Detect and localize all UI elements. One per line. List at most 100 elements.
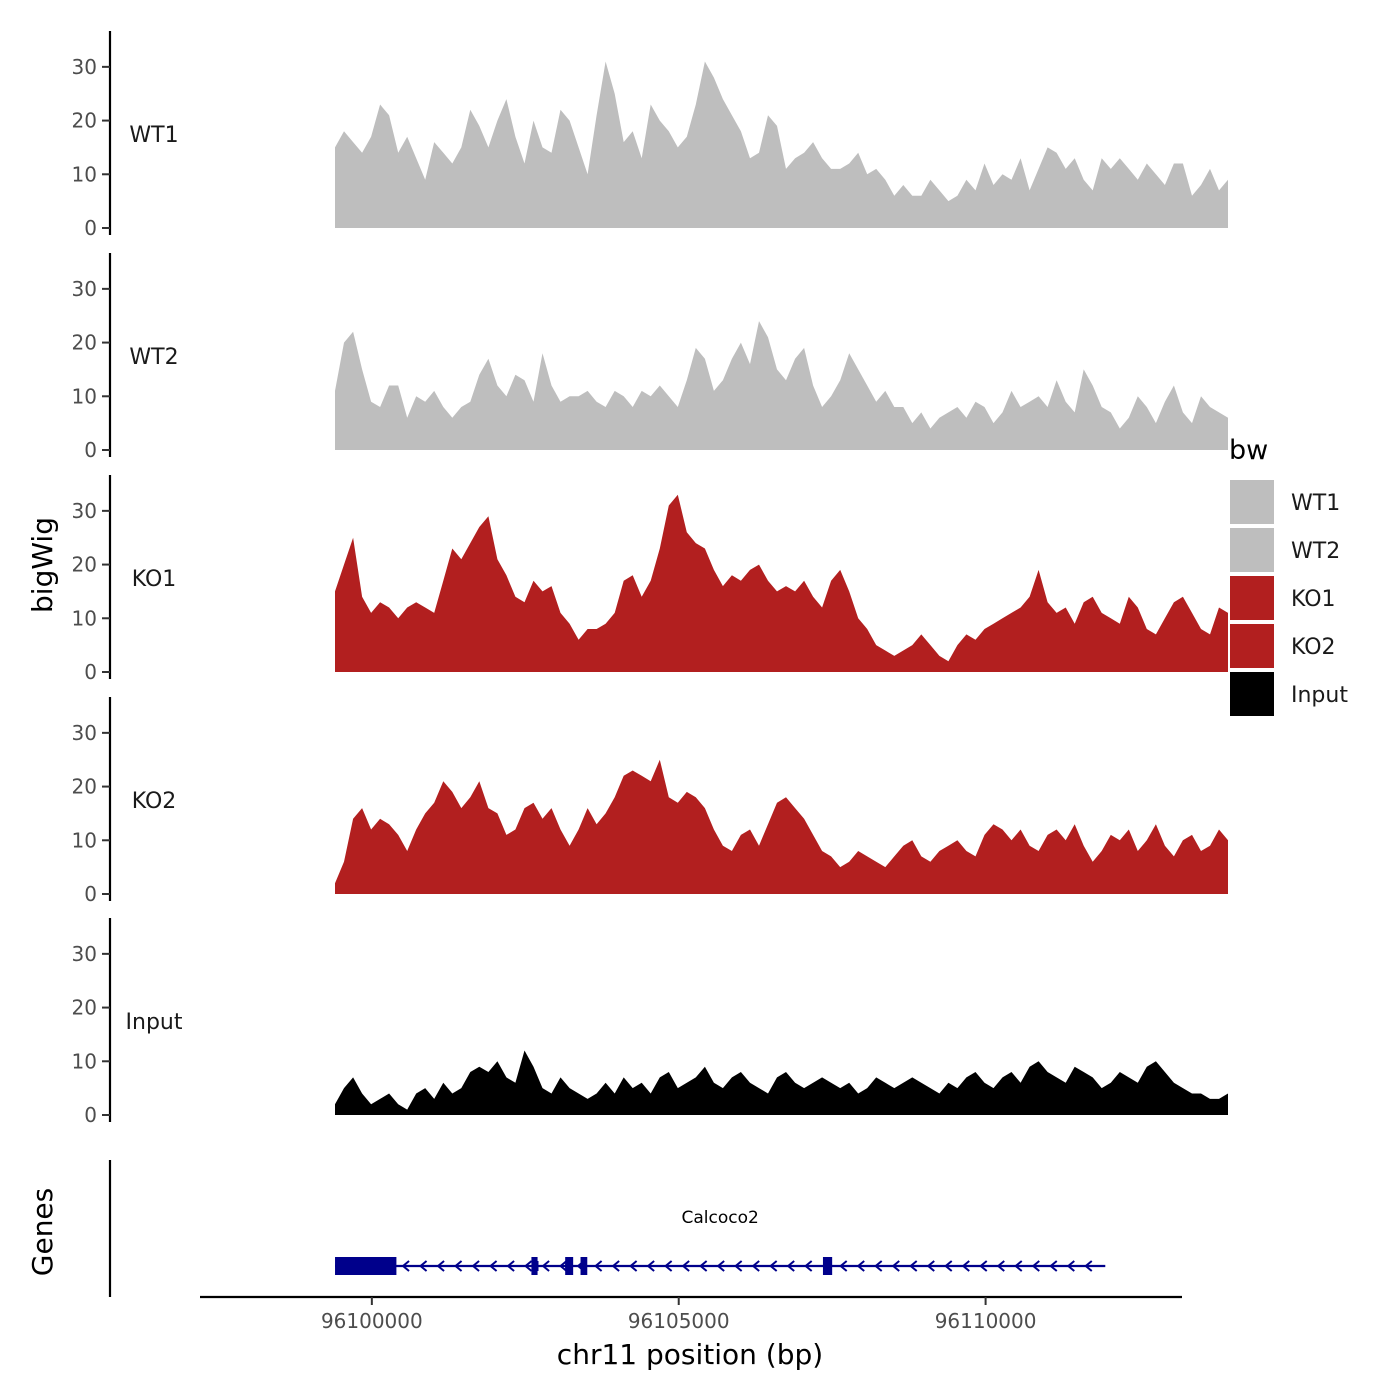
track-input: 0 10 20 30 Input (72, 918, 1228, 1127)
strand-arrow (418, 1260, 428, 1272)
strand-arrow (559, 1260, 568, 1272)
strand-arrow (839, 1260, 848, 1272)
track-label-ko1: KO1 (132, 567, 177, 592)
y-tick-label: 30 (72, 721, 97, 745)
gene-exon (822, 1257, 833, 1275)
strand-arrow (769, 1260, 778, 1272)
strand-arrow (874, 1260, 883, 1272)
legend-label-ko1: KO1 (1291, 587, 1336, 612)
x-tick-label: 96105000 (628, 1309, 730, 1333)
strand-arrow (681, 1260, 690, 1272)
strand-arrow (751, 1260, 760, 1272)
x-axis: 96100000 96105000 96110000 (200, 1295, 1182, 1333)
strand-arrow (734, 1260, 743, 1272)
y-tick-label: 20 (72, 996, 97, 1020)
coverage-area-wt1 (335, 61, 1228, 228)
legend-title: bw (1229, 435, 1268, 466)
y-tick-label: 0 (84, 660, 97, 684)
track-wt1: 0 10 20 30 WT1 (72, 31, 1228, 240)
coverage-area-wt2 (335, 321, 1228, 450)
track-ko1: 0 10 20 30 KO1 (72, 475, 1228, 684)
track-wt2: 0 10 20 30 WT2 (72, 253, 1228, 462)
gene-panel-title: Genes (26, 1188, 59, 1276)
x-tick-label: 96100000 (321, 1309, 423, 1333)
gene-exon (335, 1257, 397, 1275)
legend: bw WT1 WT2 KO1 KO2 Input (1229, 435, 1348, 716)
legend-swatch-ko2 (1230, 624, 1274, 668)
legend-label-input: Input (1291, 683, 1348, 708)
strand-arrow (979, 1260, 988, 1272)
y-tick-label: 10 (72, 384, 97, 408)
legend-label-wt2: WT2 (1291, 539, 1340, 564)
strand-arrow (1066, 1260, 1075, 1272)
legend-label-wt1: WT1 (1291, 491, 1340, 516)
strand-arrow (401, 1260, 410, 1272)
strand-arrow (1031, 1260, 1040, 1272)
strand-arrow (909, 1260, 918, 1272)
coverage-tracks: 0 10 20 30 WT1 0 10 20 30 WT2 0 10 20 30 KO1 0 10 20 30 KO2… (72, 31, 1228, 1127)
strand-arrow (891, 1260, 900, 1272)
y-tick-label: 30 (72, 942, 97, 966)
strand-arrow (436, 1260, 445, 1272)
y-tick-label: 0 (84, 438, 97, 462)
track-label-wt2: WT2 (129, 345, 178, 370)
strand-arrow (1084, 1260, 1093, 1272)
strand-arrow (471, 1260, 480, 1272)
coverage-area-ko1 (335, 494, 1228, 672)
y-tick-label: 20 (72, 109, 97, 133)
strand-arrow (541, 1260, 550, 1272)
strand-arrow (506, 1260, 515, 1272)
y-tick-label: 10 (72, 162, 97, 186)
strand-arrow (1049, 1260, 1058, 1272)
strand-arrow (944, 1260, 953, 1272)
legend-swatch-input (1230, 672, 1274, 716)
strand-arrow (611, 1260, 620, 1272)
gene-panel: Calcoco2 (108, 1160, 1106, 1297)
y-tick-label: 10 (72, 828, 97, 852)
y-tick-label: 0 (84, 216, 97, 240)
y-axis-title: bigWig (26, 517, 59, 613)
y-tick-label: 10 (72, 606, 97, 630)
gene-utr (565, 1261, 570, 1271)
gene-label: Calcoco2 (681, 1208, 758, 1228)
strand-arrow (524, 1260, 533, 1272)
strand-arrow (1014, 1260, 1023, 1272)
x-axis-title: chr11 position (bp) (557, 1338, 823, 1371)
gene-utr (534, 1261, 539, 1271)
track-label-input: Input (126, 1010, 183, 1035)
y-tick-label: 20 (72, 331, 97, 355)
strand-arrow (961, 1260, 970, 1272)
strand-arrow (664, 1260, 673, 1272)
strand-arrow (856, 1260, 865, 1272)
strand-arrow (699, 1260, 708, 1272)
legend-swatch-wt1 (1230, 480, 1274, 524)
y-tick-label: 20 (72, 775, 97, 799)
strand-arrow (804, 1260, 813, 1272)
strand-arrow (786, 1260, 795, 1272)
y-tick-label: 20 (72, 553, 97, 577)
y-tick-label: 30 (72, 55, 97, 79)
strand-arrow (716, 1260, 725, 1272)
strand-arrow (629, 1260, 638, 1272)
strand-arrow (646, 1260, 655, 1272)
strand-arrow (594, 1260, 603, 1272)
y-tick-label: 30 (72, 499, 97, 523)
y-tick-label: 30 (72, 277, 97, 301)
strand-arrow (454, 1260, 463, 1272)
legend-label-ko2: KO2 (1291, 635, 1336, 660)
strand-arrow (996, 1260, 1005, 1272)
strand-arrow (926, 1260, 935, 1272)
track-ko2: 0 10 20 30 KO2 (72, 697, 1228, 906)
y-tick-label: 10 (72, 1049, 97, 1073)
track-label-ko2: KO2 (132, 789, 177, 814)
x-tick-label: 96110000 (935, 1309, 1037, 1333)
coverage-area-ko2 (335, 759, 1228, 894)
y-tick-label: 0 (84, 882, 97, 906)
legend-swatch-ko1 (1230, 576, 1274, 620)
coverage-area-input (335, 1050, 1228, 1115)
track-label-wt1: WT1 (129, 123, 178, 148)
strand-arrow (489, 1260, 498, 1272)
gene-exon (580, 1257, 588, 1275)
legend-swatch-wt2 (1230, 528, 1274, 572)
